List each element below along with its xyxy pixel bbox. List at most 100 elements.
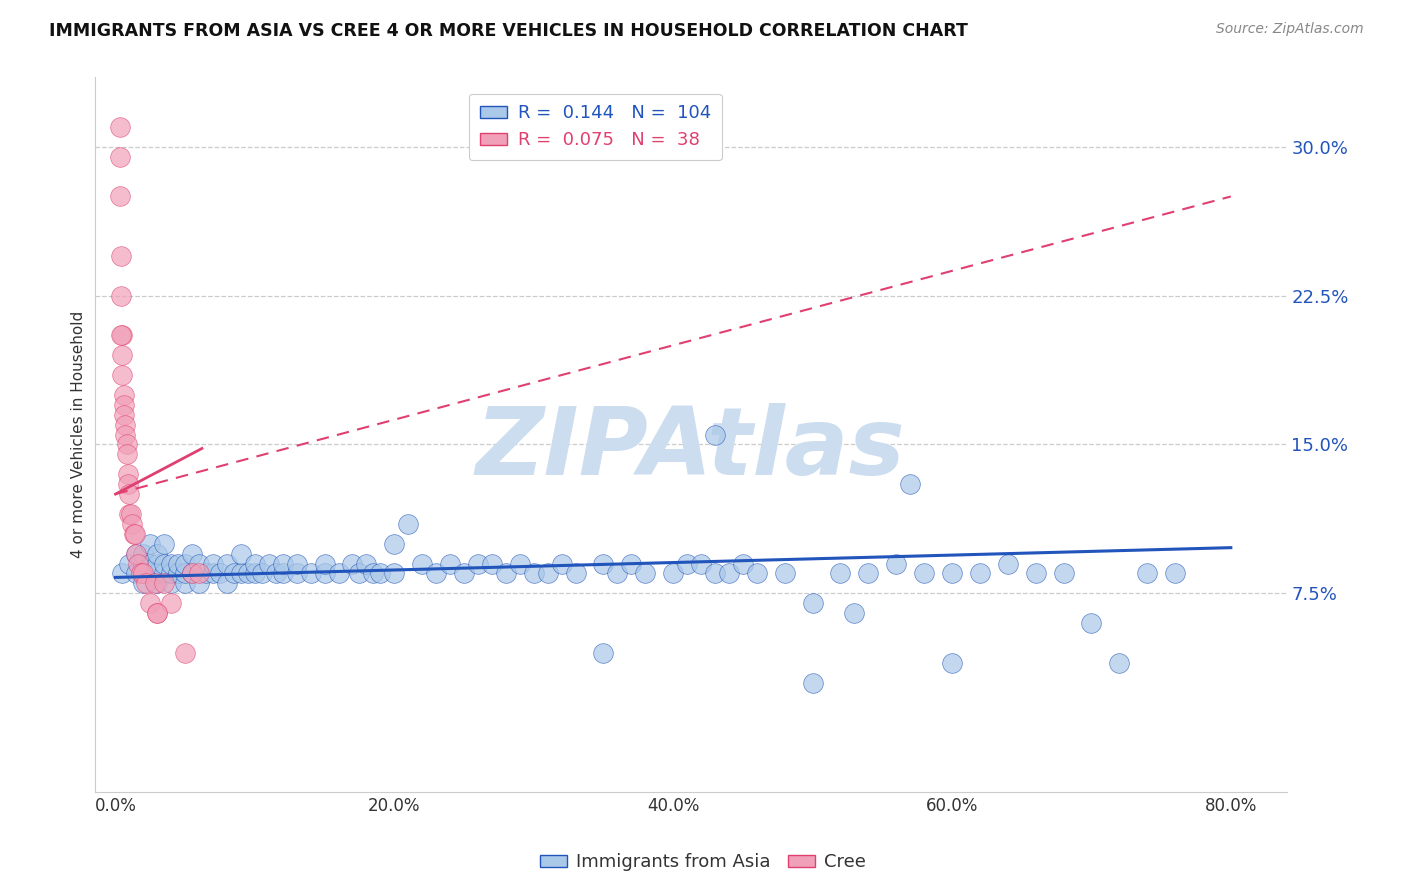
Point xyxy=(108,150,131,164)
Point xyxy=(495,566,517,581)
Point xyxy=(830,566,852,581)
Point xyxy=(1164,566,1187,581)
Point xyxy=(139,566,162,581)
Point xyxy=(969,566,991,581)
Point xyxy=(215,576,238,591)
Point xyxy=(411,557,433,571)
Point xyxy=(801,596,824,610)
Point xyxy=(523,566,546,581)
Point xyxy=(132,547,155,561)
Point xyxy=(111,368,134,382)
Point xyxy=(202,566,225,581)
Point xyxy=(509,557,531,571)
Point xyxy=(146,566,169,581)
Point xyxy=(112,398,135,412)
Point xyxy=(467,557,489,571)
Legend: Immigrants from Asia, Cree: Immigrants from Asia, Cree xyxy=(533,847,873,879)
Point xyxy=(209,566,232,581)
Point xyxy=(236,566,259,581)
Point xyxy=(1080,615,1102,630)
Point xyxy=(139,557,162,571)
Point xyxy=(160,566,183,581)
Point xyxy=(146,557,169,571)
Point xyxy=(195,566,218,581)
Point xyxy=(111,348,134,362)
Point xyxy=(118,507,141,521)
Point xyxy=(132,566,155,581)
Point xyxy=(285,557,308,571)
Point xyxy=(941,656,963,670)
Point xyxy=(620,557,643,571)
Point xyxy=(108,189,131,203)
Point xyxy=(174,576,197,591)
Point xyxy=(997,557,1019,571)
Point xyxy=(745,566,768,581)
Point xyxy=(110,328,132,343)
Point xyxy=(111,566,134,581)
Text: Source: ZipAtlas.com: Source: ZipAtlas.com xyxy=(1216,22,1364,37)
Point xyxy=(120,507,142,521)
Point xyxy=(112,388,135,402)
Point xyxy=(112,408,135,422)
Point xyxy=(844,606,866,620)
Point xyxy=(222,566,245,581)
Point xyxy=(396,516,419,531)
Point xyxy=(153,566,176,581)
Point xyxy=(153,576,176,591)
Point xyxy=(264,566,287,581)
Point xyxy=(453,566,475,581)
Point xyxy=(110,249,132,263)
Point xyxy=(118,487,141,501)
Point xyxy=(884,557,907,571)
Point xyxy=(229,566,252,581)
Point xyxy=(110,288,132,302)
Point xyxy=(1108,656,1130,670)
Point xyxy=(117,467,139,482)
Point xyxy=(160,557,183,571)
Point xyxy=(564,566,586,581)
Point xyxy=(606,566,628,581)
Point xyxy=(243,566,266,581)
Point xyxy=(174,646,197,660)
Point xyxy=(314,557,336,571)
Point xyxy=(592,557,614,571)
Point xyxy=(111,328,134,343)
Point xyxy=(129,566,152,581)
Point xyxy=(912,566,935,581)
Point xyxy=(125,547,148,561)
Point xyxy=(114,417,136,432)
Point xyxy=(550,557,572,571)
Point xyxy=(146,606,169,620)
Point xyxy=(188,566,211,581)
Point xyxy=(271,566,294,581)
Point xyxy=(1025,566,1047,581)
Point xyxy=(146,576,169,591)
Point xyxy=(801,675,824,690)
Point xyxy=(125,547,148,561)
Point xyxy=(146,606,169,620)
Point xyxy=(314,566,336,581)
Point xyxy=(941,566,963,581)
Point xyxy=(243,557,266,571)
Text: IMMIGRANTS FROM ASIA VS CREE 4 OR MORE VEHICLES IN HOUSEHOLD CORRELATION CHART: IMMIGRANTS FROM ASIA VS CREE 4 OR MORE V… xyxy=(49,22,969,40)
Point xyxy=(124,526,146,541)
Point xyxy=(181,547,204,561)
Point xyxy=(160,596,183,610)
Point xyxy=(121,516,143,531)
Point xyxy=(537,566,560,581)
Point xyxy=(188,576,211,591)
Point xyxy=(704,427,727,442)
Point xyxy=(704,566,727,581)
Point xyxy=(349,566,371,581)
Legend: R =  0.144   N =  104, R =  0.075   N =  38: R = 0.144 N = 104, R = 0.075 N = 38 xyxy=(468,94,721,161)
Point xyxy=(257,557,280,571)
Point xyxy=(174,566,197,581)
Point xyxy=(167,557,190,571)
Point xyxy=(370,566,392,581)
Point xyxy=(132,557,155,571)
Point xyxy=(676,557,699,571)
Point xyxy=(160,576,183,591)
Point xyxy=(382,537,405,551)
Point xyxy=(425,566,447,581)
Point xyxy=(592,646,614,660)
